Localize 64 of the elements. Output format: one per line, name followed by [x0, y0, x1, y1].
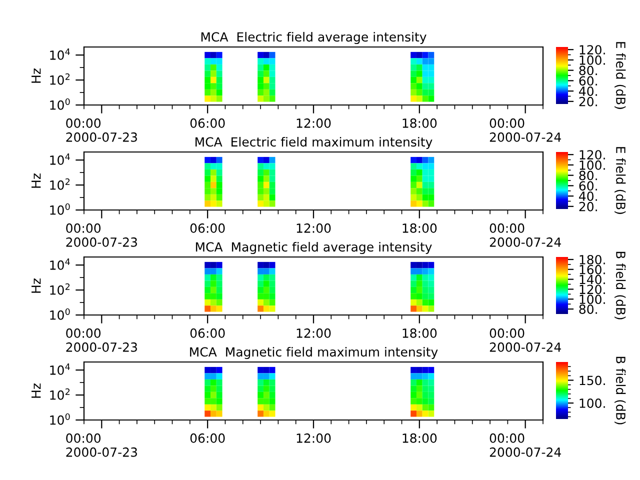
y-axis-title: Hz — [32, 174, 41, 188]
y-axis-title: Hz — [32, 68, 41, 83]
y-tick-label: 10$^{0}$ — [50, 203, 70, 215]
chart-title: MCA Magnetic field average intensity — [196, 242, 432, 254]
color-bar-label: 100. — [580, 55, 605, 65]
color-bar-label: 20. — [579, 202, 597, 212]
x-tick-label: 18:00 — [402, 328, 437, 338]
color-bar-label: 80. — [579, 66, 597, 76]
color-bar-label: 140. — [580, 274, 605, 284]
color-bar-title: B field (dB) — [614, 356, 626, 424]
color-bar-label: 60. — [579, 181, 597, 191]
x-tick-label: 18:00 — [402, 118, 437, 128]
y-tick-label: 10$^{4}$ — [50, 258, 70, 270]
x-tick-label: 12:00 — [296, 223, 331, 233]
x-tick-label: 00:00 2000-07-23 — [66, 433, 137, 457]
color-bar-label: 160. — [580, 264, 605, 274]
x-tick-label: 00:00 2000-07-23 — [66, 118, 137, 142]
color-bar-title: E field (dB) — [614, 147, 626, 214]
y-tick-label: 10$^{4}$ — [50, 48, 70, 60]
x-tick-label: 00:00 2000-07-24 — [490, 433, 561, 457]
chart-title: MCA Magnetic field maximum intensity — [190, 346, 438, 360]
x-tick-label: 12:00 — [296, 118, 331, 128]
y-tick-label: 10$^{0}$ — [50, 308, 70, 320]
color-bar-title: E field (dB) — [614, 42, 626, 109]
x-tick-label: 18:00 — [402, 433, 437, 443]
y-tick-label: 10$^{4}$ — [50, 154, 70, 165]
x-tick-label: 06:00 — [190, 118, 225, 128]
color-bar-label: 40. — [579, 192, 597, 201]
x-tick-label: 00:00 2000-07-24 — [490, 328, 561, 352]
x-tick-label: 06:00 — [190, 433, 225, 443]
color-bar-label: 100. — [580, 398, 605, 408]
color-bar-label: 180. — [580, 254, 605, 264]
x-tick-label: 18:00 — [402, 223, 437, 233]
color-bar-label: 100. — [580, 294, 605, 304]
x-tick-label: 06:00 — [190, 223, 225, 233]
color-bar-label: 150. — [580, 376, 605, 386]
x-tick-label: 00:00 2000-07-23 — [66, 223, 137, 247]
color-bar-label: 100. — [580, 160, 605, 170]
color-bar-label: 120. — [580, 150, 605, 160]
x-tick-label: 00:00 2000-07-23 — [66, 328, 137, 352]
chart-title: MCA Electric field maximum intensity — [196, 136, 432, 150]
x-tick-label: 06:00 — [190, 328, 225, 338]
y-axis-title: Hz — [32, 384, 41, 398]
color-bar-label: 120. — [580, 284, 605, 294]
x-tick-label: 00:00 2000-07-24 — [490, 118, 561, 142]
y-tick-label: 10$^{0}$ — [50, 98, 70, 110]
color-bar-label: 20. — [579, 96, 597, 106]
color-bar-label: 60. — [579, 76, 597, 86]
x-tick-label: 00:00 2000-07-24 — [490, 223, 561, 247]
x-tick-label: 12:00 — [296, 328, 331, 338]
color-bar-label: 120. — [580, 45, 605, 55]
color-bar-label: 80. — [579, 304, 597, 314]
x-tick-label: 12:00 — [296, 433, 331, 443]
y-tick-label: 10$^{2}$ — [50, 73, 70, 85]
y-axis-title: Hz — [32, 278, 41, 293]
y-tick-label: 10$^{0}$ — [50, 413, 70, 425]
y-tick-label: 10$^{4}$ — [50, 364, 70, 375]
color-bar-label: 80. — [579, 170, 597, 180]
color-bar-title: B field (dB) — [614, 252, 626, 320]
y-tick-label: 10$^{2}$ — [50, 283, 70, 295]
chart-title: MCA Electric field average intensity — [201, 32, 426, 44]
color-bar-label: 40. — [579, 86, 597, 96]
y-tick-label: 10$^{2}$ — [50, 388, 70, 400]
y-tick-label: 10$^{2}$ — [50, 178, 70, 190]
